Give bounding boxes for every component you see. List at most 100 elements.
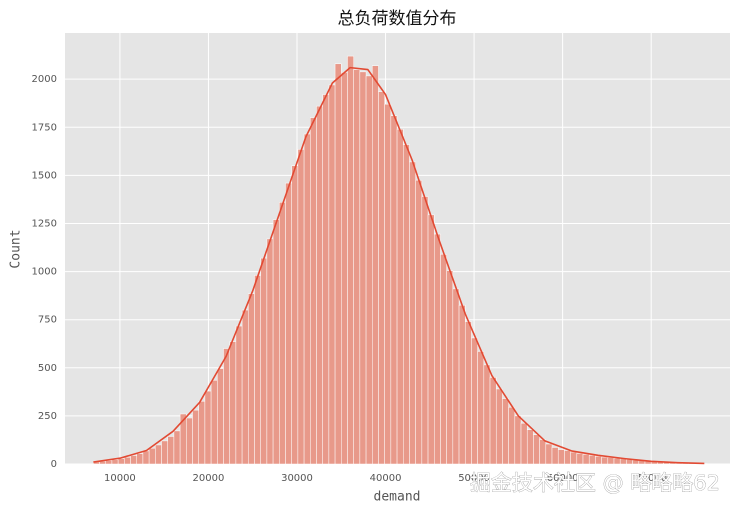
y-tick-label: 750 xyxy=(38,315,57,326)
bar xyxy=(390,115,398,465)
bar xyxy=(303,133,311,465)
x-tick-label: 40000 xyxy=(370,473,402,484)
bar xyxy=(186,417,193,465)
bar xyxy=(142,450,150,465)
bar xyxy=(359,71,367,465)
bar xyxy=(576,453,584,465)
bar xyxy=(440,254,447,465)
bar xyxy=(564,450,571,465)
bar xyxy=(223,348,230,465)
bar xyxy=(427,214,435,465)
bar xyxy=(403,144,410,465)
bar xyxy=(526,429,534,465)
bar xyxy=(297,149,305,465)
bar xyxy=(272,219,280,465)
bars xyxy=(93,55,708,465)
bar xyxy=(161,440,168,465)
y-axis-label: Count xyxy=(9,229,24,268)
bar xyxy=(111,459,119,465)
bar xyxy=(539,439,547,465)
bar xyxy=(291,165,299,465)
bar xyxy=(285,182,292,465)
x-tick-label: 30000 xyxy=(281,473,313,484)
bar xyxy=(310,117,317,465)
bar xyxy=(117,458,125,465)
y-tick-label: 2000 xyxy=(32,74,57,85)
bar xyxy=(279,202,286,465)
kde-line xyxy=(93,66,705,465)
y-tick-label: 1750 xyxy=(32,122,57,133)
bar xyxy=(130,455,137,465)
bar xyxy=(235,325,243,465)
bar xyxy=(489,377,497,465)
bar xyxy=(520,422,528,465)
bar xyxy=(446,270,454,465)
bar xyxy=(229,341,237,465)
bar xyxy=(464,321,472,465)
bar xyxy=(260,257,268,465)
x-tick-label: 20000 xyxy=(193,473,225,484)
y-tick-label: 500 xyxy=(38,363,57,374)
bar xyxy=(551,447,559,465)
bar xyxy=(328,84,336,465)
y-tick-label: 250 xyxy=(38,411,57,422)
bar xyxy=(607,457,615,465)
bar xyxy=(545,443,553,465)
bar xyxy=(533,434,540,465)
bar xyxy=(433,233,441,465)
y-tick-label: 1250 xyxy=(32,218,57,229)
y-tick-label: 1500 xyxy=(32,170,57,181)
bar xyxy=(613,457,621,465)
bar xyxy=(148,447,156,465)
bar xyxy=(477,351,485,465)
bar xyxy=(588,455,596,465)
bar xyxy=(192,409,199,465)
labels: 0 250 500 750 1000 1250 1500 1750 2000 10000 20000… xyxy=(32,74,668,484)
bar xyxy=(124,457,131,465)
bar xyxy=(341,72,348,465)
x-tick-label: 10000 xyxy=(104,473,136,484)
bar xyxy=(173,430,181,465)
bar xyxy=(105,460,113,465)
lines xyxy=(93,66,705,465)
x-tick-label: 60000 xyxy=(547,473,579,484)
bar xyxy=(136,453,144,465)
bar xyxy=(595,456,602,465)
bar xyxy=(365,75,373,465)
y-tick-label: 0 xyxy=(51,459,57,470)
bar xyxy=(557,449,565,465)
x-tick-label: 50000 xyxy=(458,473,490,484)
bar xyxy=(378,91,385,465)
bar xyxy=(502,398,509,465)
x-tick-label: 70000 xyxy=(635,473,667,484)
bar xyxy=(322,94,330,465)
bar xyxy=(471,337,478,465)
bar xyxy=(266,238,274,465)
bar xyxy=(452,288,460,465)
bar xyxy=(409,161,416,465)
x-axis-label: demand xyxy=(374,490,421,505)
bar xyxy=(217,368,224,465)
bar xyxy=(347,55,354,465)
bar xyxy=(421,196,429,465)
chart-title: 总负荷数值分布 xyxy=(338,9,457,29)
bar xyxy=(458,305,466,465)
bar xyxy=(508,406,516,465)
bar xyxy=(316,105,323,465)
bar xyxy=(204,390,212,465)
bar xyxy=(241,309,249,465)
bar xyxy=(155,444,162,465)
bar xyxy=(198,401,206,465)
bar xyxy=(334,63,342,465)
bar xyxy=(372,65,379,465)
bar xyxy=(167,436,175,465)
bar xyxy=(415,179,423,465)
bar xyxy=(254,275,261,465)
bar xyxy=(582,454,590,465)
bar xyxy=(495,388,503,465)
bar xyxy=(384,103,392,465)
bar xyxy=(570,451,578,465)
bar xyxy=(396,128,404,465)
watermark: 掘金技术社区 @ 略略略62 xyxy=(470,471,720,495)
